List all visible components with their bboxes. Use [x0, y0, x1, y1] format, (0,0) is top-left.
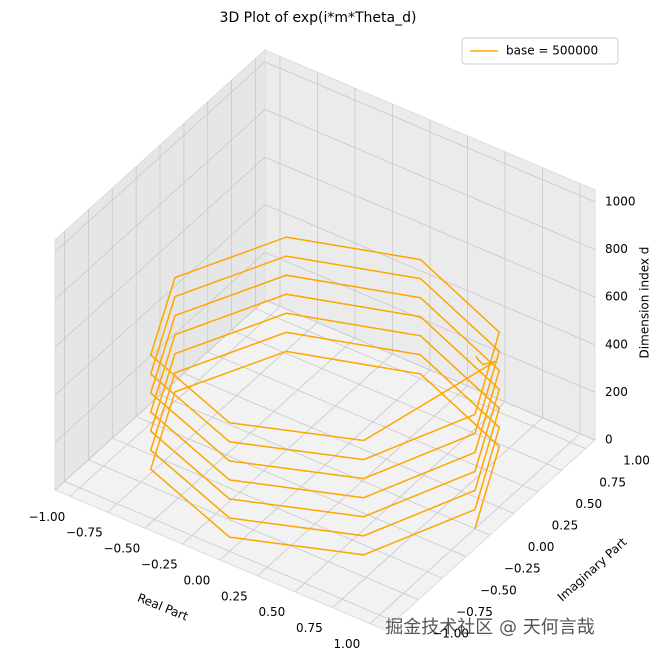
grid-line — [207, 351, 538, 493]
y-axis-title: Imaginary Part — [555, 535, 630, 605]
z-tick-label: 800 — [605, 242, 628, 256]
series-line — [149, 236, 501, 556]
y-tick-label: −0.50 — [480, 583, 517, 597]
y-tick-label: 0.50 — [575, 497, 602, 511]
x-tick-label: 1.00 — [334, 637, 361, 651]
grid-line — [264, 299, 596, 441]
grid-line — [54, 109, 266, 300]
z-tick-label: 0 — [605, 433, 613, 447]
grid-line — [183, 373, 515, 514]
y-tick-label: −1.00 — [432, 626, 469, 640]
y-tick-label: 1.00 — [623, 454, 650, 468]
grid-line — [88, 459, 419, 601]
grid-line — [255, 308, 586, 450]
x-tick-label: 0.75 — [296, 621, 323, 635]
grid-line — [264, 204, 596, 346]
grid-line — [135, 416, 467, 557]
x-tick-label: 0.00 — [184, 573, 211, 587]
grid-line — [264, 156, 596, 298]
x-tick-label: −0.50 — [104, 542, 141, 556]
grid-line — [54, 299, 266, 491]
x-tick-label: −1.00 — [29, 510, 66, 524]
z-tick-label: 1000 — [605, 194, 636, 208]
grid-line — [54, 204, 266, 396]
x-tick-label: 0.50 — [259, 605, 286, 619]
grid-line — [54, 156, 266, 348]
grid-line — [231, 329, 562, 471]
x-tick-label: −0.25 — [141, 557, 178, 571]
grid-line — [112, 437, 443, 579]
grid-line — [54, 252, 266, 443]
grid-line — [64, 480, 395, 622]
watermark: 掘金技术社区 @ 天何言哉 — [385, 617, 594, 638]
x-tick-label: −0.75 — [66, 526, 103, 540]
y-tick-label: −0.25 — [504, 562, 541, 576]
y-tick-label: −0.75 — [456, 605, 493, 619]
x-axis-title: Real Part — [135, 591, 190, 624]
grid-line — [264, 109, 596, 250]
y-tick-label: 0.00 — [528, 540, 555, 554]
z-tick-label: 200 — [605, 385, 628, 399]
grid-line — [264, 252, 596, 393]
y-tick-label: 0.25 — [552, 519, 579, 533]
z-tick-label: 400 — [605, 337, 628, 351]
chart-title: 3D Plot of exp(i*m*Theta_d) — [220, 10, 417, 26]
grid-line — [159, 394, 491, 536]
z-axis-title: Dimension index d — [638, 247, 651, 359]
grid-line — [54, 61, 266, 253]
grid-line — [264, 61, 596, 203]
y-tick-label: 0.75 — [599, 475, 626, 489]
legend-box — [461, 37, 619, 65]
legend-label: base = 500000 — [506, 44, 598, 58]
z-tick-label: 600 — [605, 290, 628, 304]
x-tick-label: 0.25 — [221, 589, 248, 603]
